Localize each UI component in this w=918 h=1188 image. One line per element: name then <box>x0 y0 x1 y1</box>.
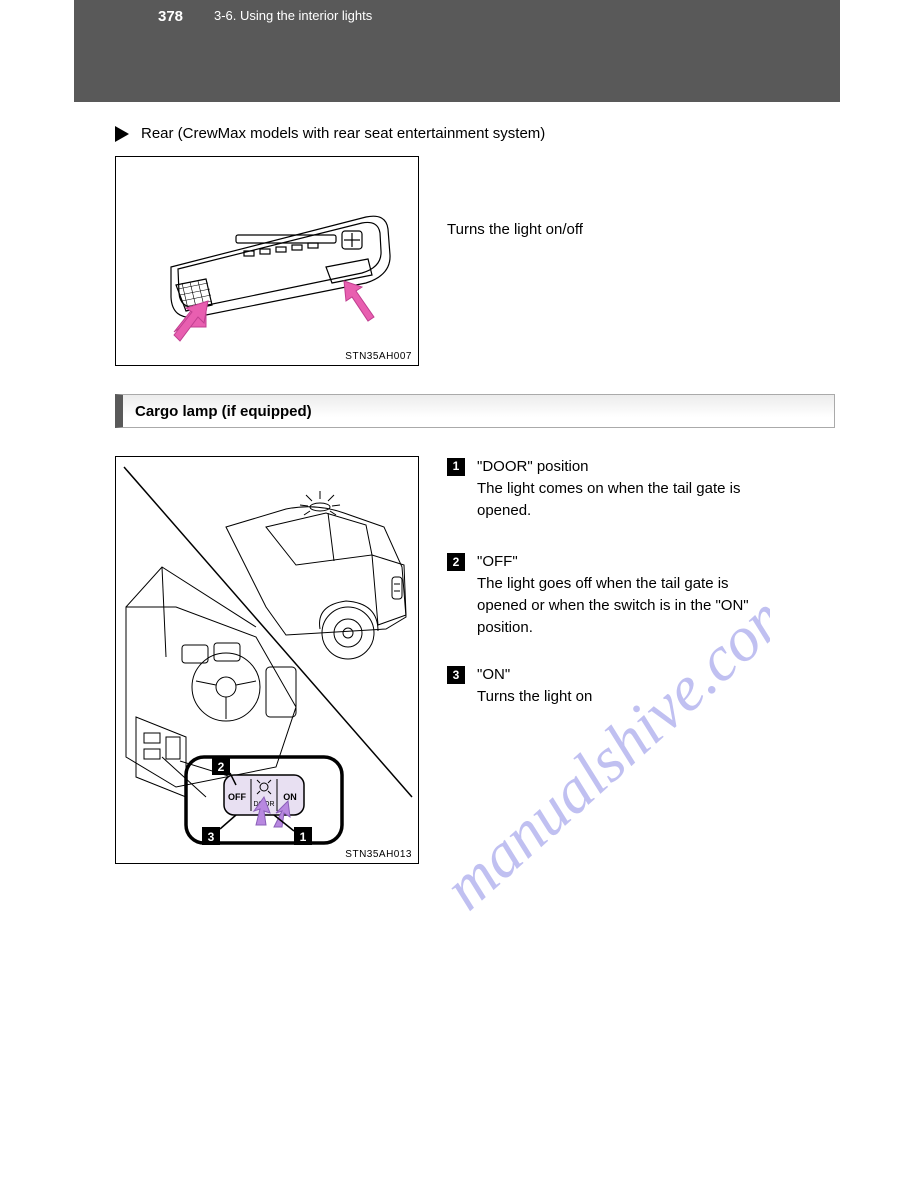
item-desc: The light goes off when the tail gate is… <box>477 573 767 638</box>
section-label: Rear (CrewMax models with rear seat ente… <box>141 125 545 142</box>
switch-off-label: OFF <box>228 792 246 802</box>
breadcrumb: 3-6. Using the interior lights <box>214 8 372 23</box>
svg-text:3: 3 <box>208 830 215 844</box>
num-badge-2: 2 <box>447 553 465 571</box>
section-title-text: Cargo lamp (if equipped) <box>135 403 312 420</box>
figure-overhead-console: STN35AH007 <box>115 156 419 366</box>
page-content: Rear (CrewMax models with rear seat ente… <box>115 125 835 864</box>
list-item: 1 "DOOR" position The light comes on whe… <box>447 456 767 521</box>
list-item: 3 "ON" Turns the light on <box>447 664 767 708</box>
figure-row-1: STN35AH007 Turns the light on/off <box>115 156 835 366</box>
figure-caption-id-2: STN35AH013 <box>345 849 412 860</box>
overhead-console-svg <box>116 157 420 367</box>
section-title-bar: Cargo lamp (if equipped) <box>115 394 835 428</box>
item-title: "DOOR" position <box>477 456 767 478</box>
figure-cargo-lamp: OFF DOOR ON 1 <box>115 456 419 864</box>
num-badge-1: 1 <box>447 458 465 476</box>
switch-positions-list: 1 "DOOR" position The light comes on whe… <box>447 456 767 738</box>
item-title: "OFF" <box>477 551 767 573</box>
item-desc: Turns the light on <box>477 686 592 708</box>
item-desc: The light comes on when the tail gate is… <box>477 478 767 522</box>
page-number: 378 <box>158 8 183 25</box>
header-band: 378 3-6. Using the interior lights <box>74 0 840 102</box>
item-title: "ON" <box>477 664 592 686</box>
item-body: "ON" Turns the light on <box>477 664 592 708</box>
play-triangle-icon <box>115 126 129 142</box>
switch-on-label: ON <box>283 792 297 802</box>
cargo-lamp-svg: OFF DOOR ON 1 <box>116 457 420 865</box>
figure-row-2: OFF DOOR ON 1 <box>115 456 835 864</box>
item-body: "OFF" The light goes off when the tail g… <box>477 551 767 638</box>
num-badge-3: 3 <box>447 666 465 684</box>
svg-text:2: 2 <box>218 760 225 774</box>
item-body: "DOOR" position The light comes on when … <box>477 456 767 521</box>
section-label-row: Rear (CrewMax models with rear seat ente… <box>115 125 835 142</box>
figure-caption-id: STN35AH007 <box>345 351 412 362</box>
list-item: 2 "OFF" The light goes off when the tail… <box>447 551 767 638</box>
svg-text:1: 1 <box>300 830 307 844</box>
figure-1-description: Turns the light on/off <box>447 156 583 238</box>
